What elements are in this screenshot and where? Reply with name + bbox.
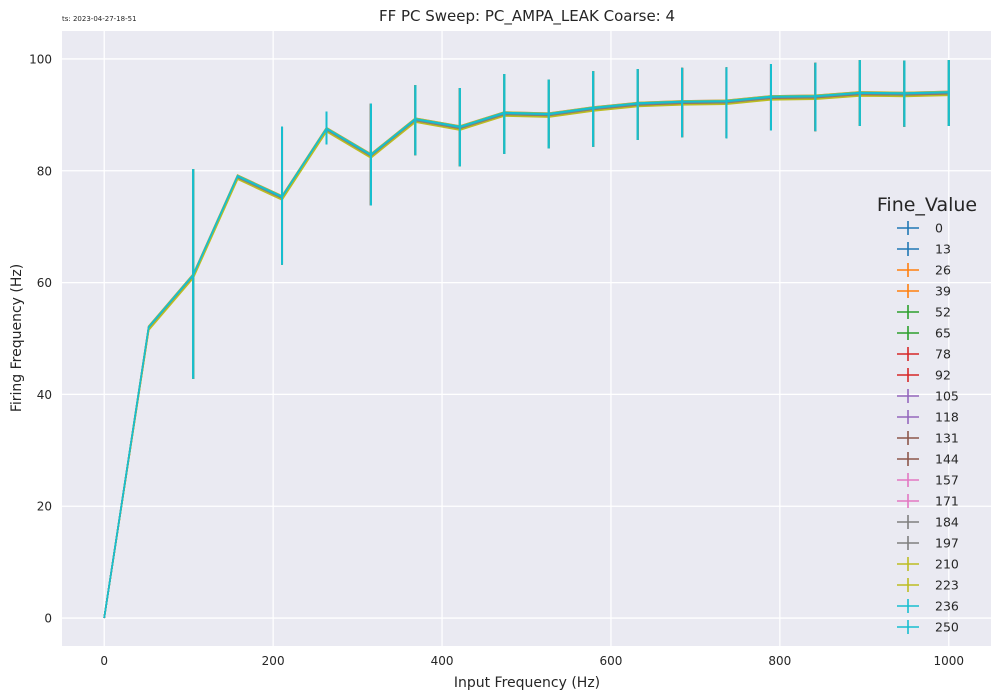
y-tick-label: 40 — [37, 388, 52, 402]
legend-label: 78 — [935, 347, 951, 362]
legend-label: 118 — [935, 410, 959, 425]
series-line — [103, 94, 949, 619]
legend-item: 39 — [897, 284, 951, 299]
legend-label: 210 — [935, 557, 959, 572]
legend-item: 223 — [897, 578, 959, 593]
x-tick-label: 200 — [262, 654, 285, 668]
y-axis-label: Firing Frequency (Hz) — [9, 264, 25, 412]
series-line — [103, 92, 949, 619]
legend-label: 157 — [935, 473, 959, 488]
legend-item: 250 — [897, 620, 959, 635]
legend-label: 13 — [935, 242, 951, 257]
legend-item: 144 — [897, 452, 959, 467]
timestamp: ts: 2023-04-27-18-51 — [62, 15, 137, 23]
x-tick-label: 600 — [600, 654, 623, 668]
plot-background — [62, 31, 991, 646]
tick-labels: 0 200 400 600 800 1000 0 20 40 60 80 100 — [29, 52, 964, 668]
series-250 — [103, 60, 950, 619]
legend-label: 144 — [935, 452, 959, 467]
legend-label: 52 — [935, 305, 951, 320]
legend-item: 131 — [897, 431, 959, 446]
data-marks — [103, 60, 950, 619]
legend-item: 92 — [897, 368, 951, 383]
x-tick-label: 1000 — [933, 654, 964, 668]
x-tick-label: 0 — [100, 654, 108, 668]
legend-item: 171 — [897, 494, 959, 509]
chart-title: FF PC Sweep: PC_AMPA_LEAK Coarse: 4 — [379, 7, 675, 26]
legend-label: 197 — [935, 536, 959, 551]
legend-label: 26 — [935, 263, 951, 278]
series-line — [103, 91, 949, 619]
legend-item: 13 — [897, 242, 951, 257]
legend-label: 250 — [935, 620, 959, 635]
legend-item: 157 — [897, 473, 959, 488]
legend-item: 210 — [897, 557, 959, 572]
legend-item: 78 — [897, 347, 951, 362]
legend-label: 131 — [935, 431, 959, 446]
legend: Fine_Value 0 13 26 39 52 65 78 92 105 118 131 144 15… — [877, 194, 977, 635]
legend-label: 171 — [935, 494, 959, 509]
legend-item: 52 — [897, 305, 951, 320]
legend-label: 223 — [935, 578, 959, 593]
legend-title: Fine_Value — [877, 194, 977, 216]
legend-label: 92 — [935, 368, 951, 383]
grid — [62, 31, 991, 646]
x-tick-label: 800 — [768, 654, 791, 668]
legend-label: 65 — [935, 326, 951, 341]
y-tick-label: 80 — [37, 164, 52, 178]
y-tick-label: 100 — [29, 52, 52, 66]
legend-item: 236 — [897, 599, 959, 614]
legend-item: 65 — [897, 326, 951, 341]
legend-label: 236 — [935, 599, 959, 614]
legend-label: 0 — [935, 221, 943, 236]
legend-label: 105 — [935, 389, 959, 404]
y-tick-label: 20 — [37, 500, 52, 514]
legend-label: 39 — [935, 284, 951, 299]
y-tick-label: 60 — [37, 276, 52, 290]
legend-label: 184 — [935, 515, 959, 530]
legend-item: 105 — [897, 389, 959, 404]
legend-item: 0 — [897, 221, 943, 236]
legend-item: 197 — [897, 536, 959, 551]
x-axis-label: Input Frequency (Hz) — [454, 675, 600, 691]
x-tick-label: 400 — [431, 654, 454, 668]
y-tick-label: 0 — [44, 612, 52, 626]
legend-item: 184 — [897, 515, 959, 530]
legend-item: 26 — [897, 263, 951, 278]
legend-item: 118 — [897, 410, 959, 425]
